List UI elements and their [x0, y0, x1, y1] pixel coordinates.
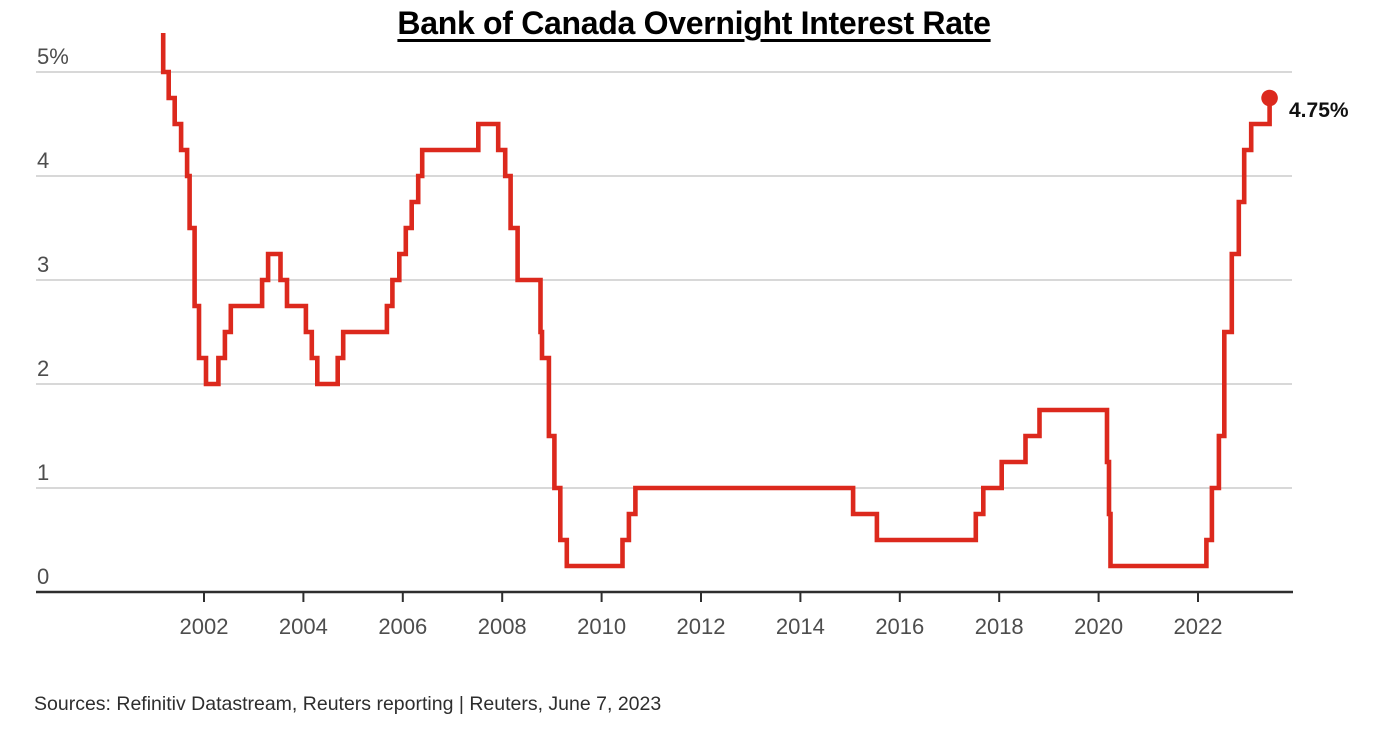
x-axis-tick-label: 2016 [875, 614, 924, 639]
x-axis-tick-label: 2008 [478, 614, 527, 639]
x-axis-tick-label: 2002 [180, 614, 229, 639]
x-axis-tick-label: 2010 [577, 614, 626, 639]
x-axis-tick-label: 2022 [1174, 614, 1223, 639]
latest-value-label: 4.75% [1289, 99, 1349, 122]
y-axis-tick-label: 1 [37, 460, 49, 485]
y-axis-tick-label: 0 [37, 564, 49, 589]
x-axis-tick-label: 2018 [975, 614, 1024, 639]
x-axis-tick-label: 2006 [378, 614, 427, 639]
chart-title: Bank of Canada Overnight Interest Rate [397, 5, 991, 41]
y-axis-tick-label: 5% [37, 44, 69, 69]
x-axis-tick-label: 2004 [279, 614, 328, 639]
rate-step-line [160, 33, 1272, 569]
y-axis-tick-label: 3 [37, 252, 49, 277]
latest-value-dot [1261, 89, 1278, 107]
x-axis-tick-label: 2012 [677, 614, 726, 639]
source-attribution: Sources: Refinitiv Datastream, Reuters r… [34, 693, 662, 715]
x-axis-tick-label: 2014 [776, 614, 825, 639]
x-axis-tick-label: 2020 [1074, 614, 1123, 639]
chart-plot: 0 1 2 3 4 5% 2002 2004 2006 2008 2010 2012 2014 2016 2… [36, 33, 1293, 639]
y-axis-tick-label: 4 [37, 148, 49, 173]
y-axis-tick-label: 2 [37, 356, 49, 381]
